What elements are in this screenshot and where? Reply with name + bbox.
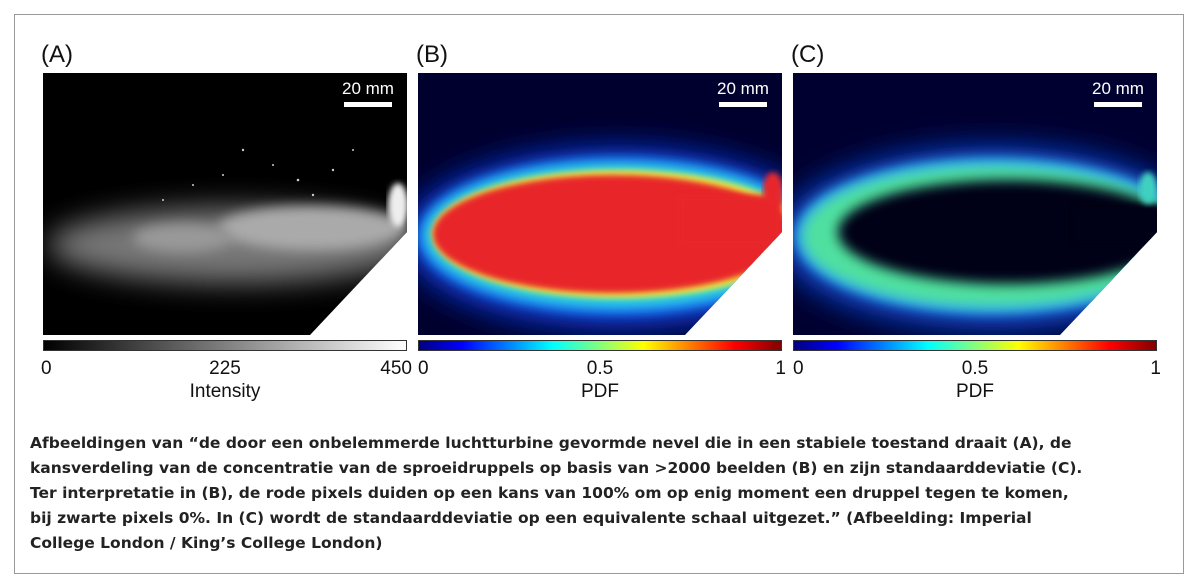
panel-label: (A) <box>41 41 73 68</box>
colorbar <box>418 340 782 351</box>
image <box>793 73 1157 335</box>
colorbar-tick: 1 <box>775 358 786 379</box>
colorbar-tick: 225 <box>209 358 241 379</box>
panel: (C) 20 mm 0 0.5 1 PDF <box>791 41 1161 402</box>
caption-line: College London / King’s College London) <box>30 534 383 552</box>
caption-line: Ter interpretatie in (B), de rode pixels… <box>30 484 1069 502</box>
colorbar-label: Intensity <box>190 381 261 402</box>
frame <box>14 14 1184 574</box>
scale-bar <box>1094 102 1142 107</box>
colorbar-label: PDF <box>956 381 994 402</box>
scale-bar-label: 20 mm <box>717 79 769 98</box>
image <box>43 73 407 335</box>
panel-label: (C) <box>791 41 824 68</box>
colorbar-tick: 0.5 <box>587 358 613 379</box>
colorbar <box>43 340 407 351</box>
scale-bar-label: 20 mm <box>1092 79 1144 98</box>
caption-line: Afbeeldingen van “de door een onbelemmer… <box>30 434 1072 452</box>
scale-bar <box>344 102 392 107</box>
colorbar-label: PDF <box>581 381 619 402</box>
colorbar <box>793 340 1157 351</box>
scale-bar <box>719 102 767 107</box>
caption: Afbeeldingen van “de door een onbelemmer… <box>30 434 1082 552</box>
colorbar-tick: 0 <box>41 358 52 379</box>
caption-line: kansverdeling van de concentratie van de… <box>30 459 1082 477</box>
image <box>418 73 782 335</box>
panel: (A) 20 mm 0 225 450 Intensity <box>41 41 412 402</box>
panel-label: (B) <box>416 41 448 68</box>
colorbar-tick: 0 <box>418 358 429 379</box>
scale-bar-label: 20 mm <box>342 79 394 98</box>
colorbar-tick: 0.5 <box>962 358 988 379</box>
panel: (B) 20 mm 0 0.5 1 PDF <box>416 41 786 402</box>
caption-line: bij zwarte pixels 0%. In (C) wordt de st… <box>30 509 1032 527</box>
colorbar-tick: 450 <box>380 358 412 379</box>
colorbar-tick: 1 <box>1150 358 1161 379</box>
colorbar-tick: 0 <box>793 358 804 379</box>
